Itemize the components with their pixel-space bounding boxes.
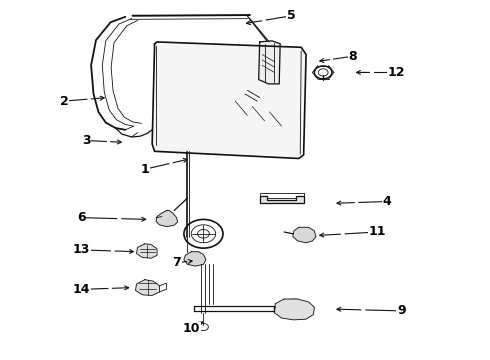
Polygon shape	[137, 244, 157, 258]
Polygon shape	[293, 227, 316, 243]
Polygon shape	[152, 42, 306, 158]
Text: 14: 14	[73, 283, 90, 296]
Text: 7: 7	[172, 256, 181, 269]
Text: 4: 4	[382, 195, 391, 208]
Text: 2: 2	[60, 95, 69, 108]
Text: 12: 12	[388, 66, 405, 79]
Polygon shape	[136, 280, 159, 296]
Text: 11: 11	[368, 225, 386, 238]
Text: 8: 8	[348, 50, 357, 63]
Polygon shape	[260, 196, 304, 203]
Polygon shape	[156, 211, 177, 226]
Polygon shape	[259, 41, 280, 84]
Text: 1: 1	[141, 163, 149, 176]
Text: 6: 6	[77, 211, 86, 224]
Polygon shape	[184, 252, 206, 266]
Polygon shape	[274, 299, 315, 320]
Text: 13: 13	[73, 243, 90, 256]
Text: 3: 3	[82, 134, 91, 147]
Text: 10: 10	[182, 322, 200, 335]
Text: 9: 9	[397, 305, 406, 318]
Text: 5: 5	[287, 9, 296, 22]
